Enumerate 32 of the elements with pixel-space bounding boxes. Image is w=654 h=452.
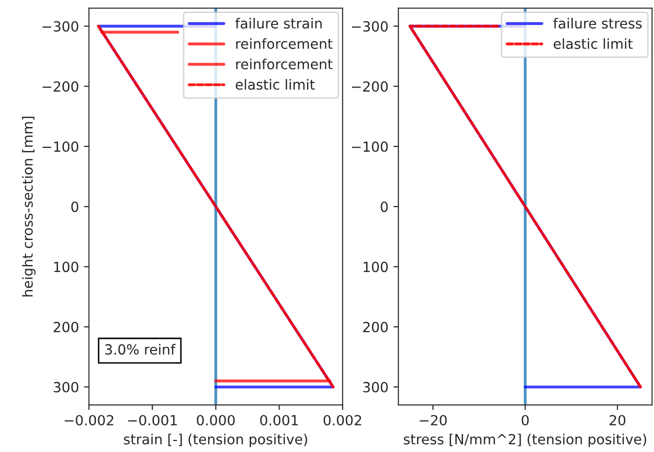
x-tick-label: −20 bbox=[420, 414, 447, 426]
x-tick-label: −0.002 bbox=[64, 414, 114, 426]
x-tick-label: 20 bbox=[610, 414, 626, 426]
y-tick-label: −300 bbox=[352, 21, 388, 32]
legend-label: reinforcement bbox=[236, 58, 333, 70]
y-tick-label: −200 bbox=[42, 81, 78, 92]
y-tick-label: 200 bbox=[54, 322, 78, 332]
legend-label: elastic limit bbox=[554, 38, 633, 49]
x-axis-title: strain [-] (tension positive) bbox=[124, 434, 308, 448]
y-axis-title: height cross-section [mm] bbox=[22, 116, 36, 296]
y-tick-label: −200 bbox=[352, 81, 388, 92]
x-tick-label: −0.001 bbox=[128, 414, 177, 426]
y-tick-label: 0 bbox=[71, 202, 78, 212]
y-tick-label: 300 bbox=[54, 382, 78, 392]
x-axis-title: stress [N/mm^2] (tension positive) bbox=[404, 434, 646, 448]
y-tick-label: 100 bbox=[54, 262, 78, 272]
y-tick-label: 300 bbox=[363, 382, 388, 392]
annotation: 3.0% reinf bbox=[105, 344, 176, 355]
y-tick-label: −100 bbox=[352, 141, 388, 152]
y-tick-label: 200 bbox=[363, 322, 388, 332]
x-tick-label: 0.002 bbox=[324, 414, 362, 426]
x-tick-label: 0.001 bbox=[260, 414, 298, 426]
y-tick-label: −100 bbox=[42, 141, 78, 152]
legend-label: failure stress bbox=[553, 18, 642, 29]
x-tick-label: 0.000 bbox=[196, 414, 235, 426]
legend-label: failure strain bbox=[235, 18, 322, 29]
legend-label: elastic limit bbox=[236, 79, 315, 90]
x-tick-label: 0 bbox=[522, 414, 529, 426]
y-tick-label: −300 bbox=[42, 21, 78, 32]
legend-label: reinforcement bbox=[236, 38, 333, 49]
y-tick-label: 100 bbox=[364, 262, 388, 272]
y-tick-label: 0 bbox=[380, 202, 388, 212]
